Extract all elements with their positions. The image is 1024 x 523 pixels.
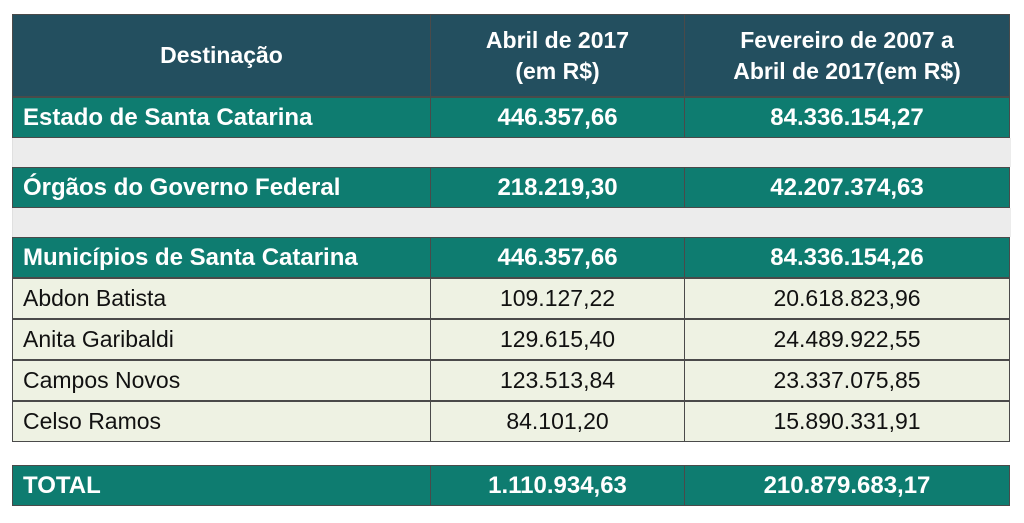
row-estado: Estado de Santa Catarina 446.357,66 84.3… [12, 97, 1010, 138]
municipio-name: Campos Novos [12, 360, 431, 401]
orgaos-periodo: 42.207.374,63 [684, 167, 1010, 208]
header-periodo-line1: Fevereiro de 2007 a [740, 26, 954, 53]
municipio-name: Anita Garibaldi [12, 319, 431, 360]
estado-periodo: 84.336.154,27 [684, 97, 1010, 138]
row-municipios: Municípios de Santa Catarina 446.357,66 … [12, 237, 1010, 278]
header-periodo-line2: Abril de 2017(em R$) [733, 57, 961, 84]
total-periodo: 210.879.683,17 [684, 465, 1010, 506]
municipio-abril: 84.101,20 [430, 401, 685, 442]
municipio-abril: 109.127,22 [430, 278, 685, 319]
row-total: TOTAL 1.110.934,63 210.879.683,17 [12, 465, 1010, 506]
header-destinacao: Destinação [12, 14, 431, 97]
orgaos-abril: 218.219,30 [430, 167, 685, 208]
municipio-name: Abdon Batista [12, 278, 431, 319]
header-abril-line2: (em R$) [515, 57, 600, 84]
header-destinacao-label: Destinação [160, 42, 283, 68]
orgaos-label: Órgãos do Governo Federal [12, 167, 431, 208]
municipio-periodo: 15.890.331,91 [684, 401, 1010, 442]
municipio-abril: 129.615,40 [430, 319, 685, 360]
municipios-label: Municípios de Santa Catarina [12, 237, 431, 278]
table-row: Celso Ramos 84.101,20 15.890.331,91 [12, 401, 1010, 442]
table-row: Abdon Batista 109.127,22 20.618.823,96 [12, 278, 1010, 319]
estado-abril: 446.357,66 [430, 97, 685, 138]
row-gap [12, 138, 1011, 167]
table-header: Destinação Abril de 2017 (em R$) Feverei… [12, 14, 1010, 97]
estado-label: Estado de Santa Catarina [12, 97, 431, 138]
row-orgaos: Órgãos do Governo Federal 218.219,30 42.… [12, 167, 1010, 208]
municipio-periodo: 20.618.823,96 [684, 278, 1010, 319]
header-periodo: Fevereiro de 2007 a Abril de 2017(em R$) [684, 14, 1010, 97]
table-row: Campos Novos 123.513,84 23.337.075,85 [12, 360, 1010, 401]
table-row: Anita Garibaldi 129.615,40 24.489.922,55 [12, 319, 1010, 360]
total-label: TOTAL [12, 465, 431, 506]
municipios-abril: 446.357,66 [430, 237, 685, 278]
municipios-periodo: 84.336.154,26 [684, 237, 1010, 278]
municipio-name: Celso Ramos [12, 401, 431, 442]
municipio-abril: 123.513,84 [430, 360, 685, 401]
municipio-periodo: 24.489.922,55 [684, 319, 1010, 360]
row-gap [12, 208, 1011, 237]
row-gap [12, 442, 1010, 465]
header-abril-2017: Abril de 2017 (em R$) [430, 14, 685, 97]
destination-table: Destinação Abril de 2017 (em R$) Feverei… [12, 14, 1011, 506]
header-abril-line1: Abril de 2017 [485, 26, 630, 53]
total-abril: 1.110.934,63 [430, 465, 685, 506]
municipio-periodo: 23.337.075,85 [684, 360, 1010, 401]
